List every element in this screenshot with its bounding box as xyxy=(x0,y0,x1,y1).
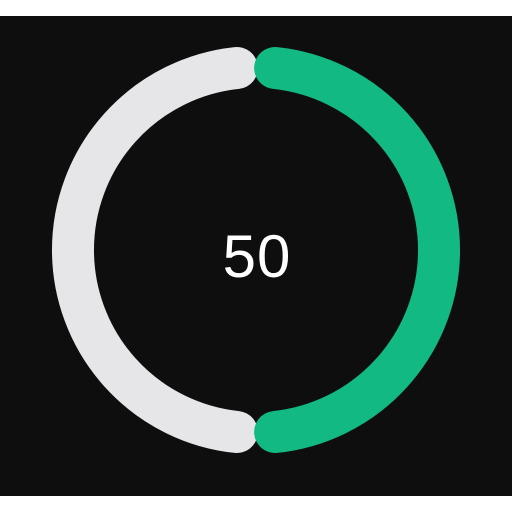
gauge-track-arc xyxy=(51,47,258,453)
gauge-progress-arc xyxy=(254,47,461,453)
gauge-panel: 50 xyxy=(0,16,512,496)
circular-gauge xyxy=(51,47,461,453)
gauge-value-text: 50 xyxy=(222,222,292,290)
